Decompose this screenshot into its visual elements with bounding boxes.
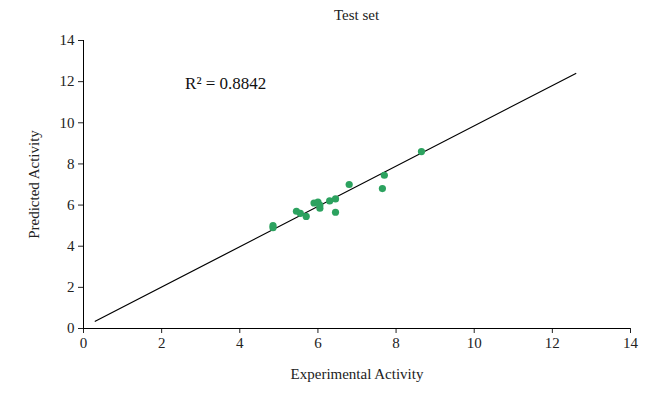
svg-text:Predicted Activity: Predicted Activity	[26, 130, 42, 239]
svg-text:0: 0	[67, 320, 75, 336]
svg-text:6: 6	[314, 335, 322, 351]
svg-text:12: 12	[60, 73, 75, 89]
svg-text:10: 10	[60, 115, 75, 131]
svg-text:14: 14	[60, 32, 76, 48]
svg-text:8: 8	[67, 156, 75, 172]
svg-text:4: 4	[236, 335, 244, 351]
html-text:Test set: Test set	[333, 7, 380, 23]
svg-text:R² = 0.8842: R² = 0.8842	[185, 74, 266, 93]
svg-text:0: 0	[80, 335, 88, 351]
svg-text:4: 4	[67, 238, 75, 254]
svg-text:8: 8	[392, 335, 400, 351]
svg-text:2: 2	[158, 335, 166, 351]
svg-text:2: 2	[67, 279, 75, 295]
svg-text:6: 6	[67, 197, 75, 213]
svg-text:14: 14	[623, 335, 639, 351]
svg-text:10: 10	[467, 335, 482, 351]
svg-text:Experimental Activity: Experimental Activity	[291, 366, 424, 382]
svg-text:12: 12	[545, 335, 560, 351]
